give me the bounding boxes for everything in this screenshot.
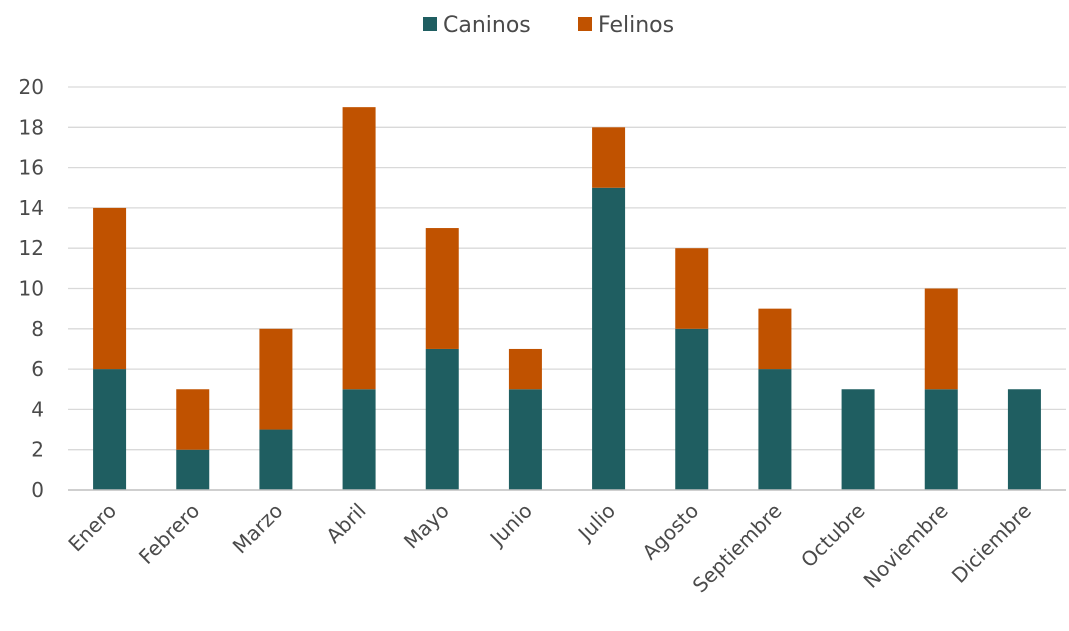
bar-caninos-agosto (675, 328, 709, 490)
bar-caninos-noviembre (924, 389, 958, 490)
x-axis-ticks: Enero Febrero Marzo Abril Mayo Junio Julio Agos… (63, 499, 1036, 598)
legend-label-caninos: Caninos (443, 13, 531, 38)
x-tick-label: Marzo (228, 499, 288, 559)
x-tick-label: Junio (484, 499, 537, 552)
bar-felinos-febrero (176, 389, 210, 450)
bar-caninos-mayo (425, 348, 459, 490)
y-tick-label: 14 (19, 196, 44, 220)
legend-swatch-caninos (423, 17, 437, 31)
y-tick-label: 12 (19, 236, 44, 260)
legend-swatch-felinos (578, 17, 592, 31)
y-tick-label: 18 (19, 115, 44, 139)
gridlines (68, 86, 1066, 451)
bar-caninos-abril (342, 389, 376, 490)
bar-felinos-agosto (675, 248, 709, 329)
y-axis-ticks: 0 2 4 6 8 10 12 14 16 18 20 (19, 75, 44, 502)
y-tick-label: 8 (31, 317, 44, 341)
bars (93, 107, 1041, 490)
bar-caninos-marzo (259, 429, 293, 490)
legend: Caninos Felinos (423, 13, 674, 38)
bar-caninos-junio (508, 389, 542, 490)
y-tick-label: 20 (19, 75, 44, 99)
x-tick-label: Mayo (399, 499, 454, 554)
y-tick-label: 4 (31, 397, 44, 421)
y-tick-label: 6 (31, 357, 44, 381)
x-tick-label: Septiembre (688, 499, 787, 598)
x-tick-label: Julio (572, 499, 620, 547)
y-tick-label: 2 (31, 438, 44, 462)
x-tick-label: Diciembre (947, 499, 1036, 588)
legend-label-felinos: Felinos (598, 13, 674, 38)
bar-caninos-enero (93, 369, 127, 490)
bar-felinos-noviembre (924, 288, 958, 390)
bar-caninos-febrero (176, 449, 210, 490)
bar-felinos-junio (508, 348, 542, 390)
y-tick-label: 10 (19, 277, 44, 301)
x-tick-label: Agosto (637, 499, 703, 565)
x-tick-label: Noviembre (859, 499, 953, 593)
y-tick-label: 0 (31, 478, 44, 502)
x-tick-label: Febrero (134, 499, 204, 569)
bar-felinos-enero (93, 207, 127, 370)
bar-felinos-julio (592, 127, 626, 188)
bar-caninos-octubre (841, 389, 875, 490)
bar-felinos-abril (342, 107, 376, 390)
bar-caninos-julio (592, 187, 626, 490)
bar-felinos-marzo (259, 328, 293, 430)
bar-caninos-diciembre (1007, 389, 1041, 490)
x-tick-label: Octubre (796, 499, 870, 573)
bar-felinos-septiembre (758, 308, 792, 370)
x-tick-label: Abril (321, 499, 370, 548)
bar-felinos-mayo (425, 228, 459, 349)
y-tick-label: 16 (19, 156, 44, 180)
bar-caninos-septiembre (758, 369, 792, 490)
x-tick-label: Enero (63, 499, 121, 557)
